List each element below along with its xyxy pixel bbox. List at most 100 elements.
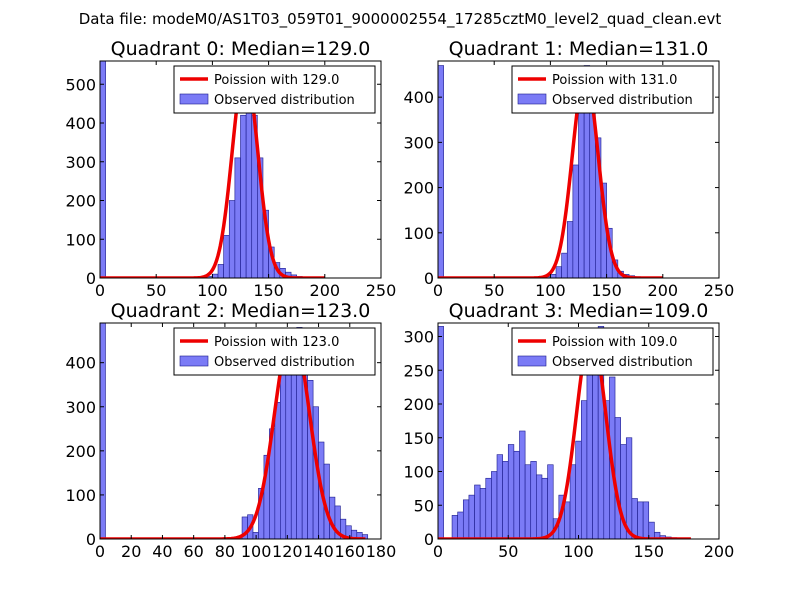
histogram-bar: [462, 499, 470, 539]
y-tick-label: 0: [424, 530, 434, 549]
legend: Poission with 123.0 Observed distribution: [173, 327, 376, 376]
y-tick-label: 100: [65, 230, 96, 249]
x-tick-label: 100: [197, 281, 228, 300]
legend-observed-swatch: [517, 93, 547, 105]
x-tick-label: 140: [303, 542, 334, 561]
y-tick-label: 200: [65, 442, 96, 461]
x-tick-label: 200: [310, 281, 341, 300]
legend-box: [173, 327, 376, 376]
y-tick-label: 100: [65, 486, 96, 505]
x-tick-label: 120: [272, 542, 303, 561]
histogram-bar: [642, 501, 650, 539]
x-tick-label: 100: [241, 542, 272, 561]
y-tick-label: 200: [65, 192, 96, 211]
legend-observed-label: Observed distribution: [552, 355, 693, 370]
x-tick-label: 20: [121, 542, 141, 561]
histogram-bar: [519, 430, 526, 539]
histogram-bar: [217, 264, 224, 278]
x-tick-label: 150: [591, 281, 622, 300]
y-tick-label: 200: [403, 179, 434, 198]
legend: Poission with 109.0 Observed distribution: [511, 327, 714, 376]
x-tick-label: 200: [704, 542, 735, 561]
histogram-bar: [100, 323, 106, 539]
legend: Poission with 131.0 Observed distribution: [511, 65, 714, 114]
histogram-bars: [438, 65, 652, 278]
x-tick-label: 50: [498, 542, 518, 561]
x-tick-label: 60: [183, 542, 203, 561]
axes-frame: [99, 322, 382, 540]
histogram-bar: [438, 65, 444, 278]
histogram-bar: [637, 501, 644, 539]
y-tick-label: 250: [403, 361, 434, 380]
histogram-bar: [536, 474, 543, 539]
histogram-bar: [566, 221, 574, 278]
x-tick-label: 200: [648, 281, 679, 300]
legend-observed-swatch: [517, 355, 547, 367]
legend-poisson-label: Poission with 131.0: [552, 73, 677, 88]
legend-poisson-label: Poission with 109.0: [552, 335, 677, 350]
legend-poisson-label: Poission with 129.0: [214, 73, 339, 88]
histogram-bar: [530, 461, 537, 539]
y-tick-label: 400: [65, 114, 96, 133]
histogram-bar: [468, 494, 475, 539]
axes-frame: [99, 60, 382, 279]
y-tick-label: 100: [403, 463, 434, 482]
x-tick-label: 0: [433, 542, 443, 561]
histogram-bar: [491, 471, 498, 539]
histogram-bar: [561, 252, 568, 278]
histogram-bar: [572, 164, 579, 278]
legend-observed-swatch: [179, 93, 209, 105]
x-tick-label: 40: [152, 542, 172, 561]
histogram-bar: [212, 273, 219, 278]
histogram-bar: [496, 454, 503, 539]
y-tick-label: 50: [414, 496, 434, 515]
histogram-bar: [513, 450, 520, 539]
histogram-bar: [451, 515, 458, 539]
x-tick-label: 150: [633, 542, 664, 561]
histogram-bar: [569, 464, 576, 539]
x-tick-label: 0: [95, 281, 105, 300]
y-tick-label: 500: [65, 75, 96, 94]
y-tick-label: 0: [86, 530, 96, 549]
poisson-curve: [100, 327, 366, 539]
x-tick-label: 250: [366, 281, 397, 300]
legend-box: [511, 65, 714, 114]
histogram-bar: [564, 501, 571, 539]
panel-quadrant-1: 0 50 100 150 200 250 0 100 200 300 400 Quadrant 1: …: [403, 38, 734, 300]
y-tick-label: 300: [65, 153, 96, 172]
y-tick-label: 400: [65, 354, 96, 373]
x-tick-label: 100: [535, 281, 566, 300]
y-tick-label: 150: [403, 429, 434, 448]
x-tick-label: 100: [563, 542, 594, 561]
histogram-bar: [541, 477, 548, 539]
histogram-bar: [631, 498, 638, 539]
x-tick-label: 0: [433, 281, 443, 300]
histogram-bar: [474, 484, 481, 539]
panel-title: Quadrant 3: Median=109.0: [449, 300, 709, 322]
histogram-bar: [280, 371, 287, 539]
poisson-curve: [100, 67, 326, 278]
histogram-bar: [234, 157, 241, 278]
legend-observed-label: Observed distribution: [214, 355, 355, 370]
histogram-bar: [485, 477, 492, 539]
legend-observed-swatch: [179, 355, 209, 367]
histogram-bar: [438, 326, 444, 539]
legend-box: [511, 327, 714, 376]
x-tick-label: 180: [366, 542, 397, 561]
legend-observed-label: Observed distribution: [214, 93, 355, 108]
x-tick-label: 0: [95, 542, 105, 561]
histogram-bar: [648, 521, 655, 539]
legend-poisson-label: Poission with 123.0: [214, 335, 339, 350]
panel-quadrant-3: 0 50 100 150 200 0 50 100 150 200 250 300 Quadrant 3…: [403, 300, 734, 561]
y-tick-label: 400: [403, 88, 434, 107]
histogram-bar: [547, 464, 554, 539]
histogram-bar: [100, 61, 106, 278]
panel-quadrant-0: 0 50 100 150 200 250 0 100 200 300 400 500 Quadrant …: [65, 38, 396, 300]
y-tick-label: 100: [403, 224, 434, 243]
histogram-bar: [625, 437, 633, 539]
histogram-bar: [550, 274, 557, 278]
histogram-bar: [555, 266, 562, 278]
histogram-bar: [502, 461, 509, 539]
histogram-bar: [507, 444, 515, 539]
